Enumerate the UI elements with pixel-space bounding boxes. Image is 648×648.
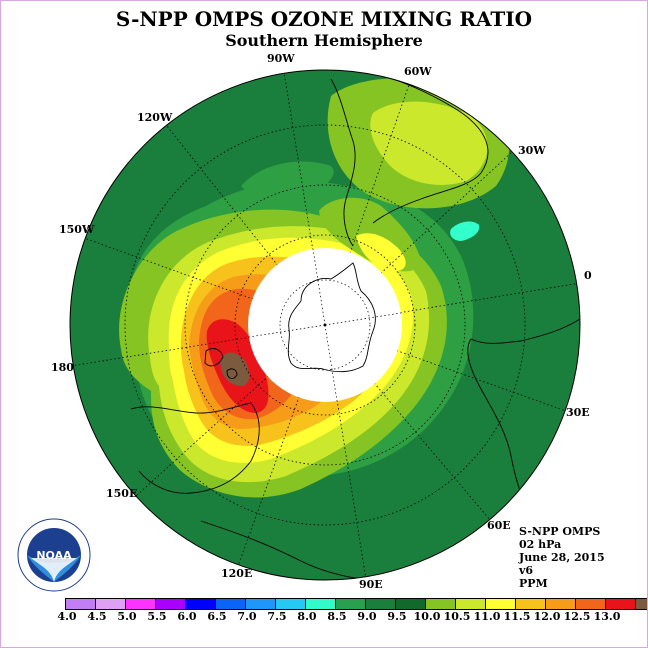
colorbar-swatch — [396, 599, 426, 609]
colorbar-swatch — [276, 599, 306, 609]
colorbar-tick-label: 7.0 — [237, 610, 257, 623]
colorbar-tick-label: 10.5 — [443, 610, 471, 623]
colorbar-swatch — [576, 599, 606, 609]
ozone-contour-13.0 — [220, 352, 250, 387]
ozone-patch-northeast-inner — [370, 101, 488, 185]
colorbar-tick-label: 4.5 — [87, 610, 107, 623]
colorbar-tick-label: 11.0 — [473, 610, 501, 623]
colorbar-tick-label: 6.5 — [207, 610, 227, 623]
africa-coast — [467, 318, 580, 517]
info-date: June 28, 2015 — [519, 551, 605, 564]
noaa-logo: NOAA — [17, 518, 91, 592]
colorbar-tick-label: 10.0 — [413, 610, 441, 623]
colorbar-swatch — [246, 599, 276, 609]
colorbar-tick-label: 5.0 — [117, 610, 137, 623]
colorbar-swatch — [336, 599, 366, 609]
colorbar-tick-label: 8.5 — [327, 610, 347, 623]
colorbar-swatch — [306, 599, 336, 609]
info-instrument: S-NPP OMPS — [519, 525, 601, 538]
colorbar-swatch — [546, 599, 576, 609]
colorbar-swatch — [126, 599, 156, 609]
colorbar-tick-label: 12.5 — [563, 610, 591, 623]
graticule-meridians — [70, 70, 580, 580]
colorbar-tick-label: 11.5 — [503, 610, 531, 623]
colorbar-swatch — [186, 599, 216, 609]
lon-label-120w: 120W — [137, 111, 173, 124]
colorbar-tick-label: 5.5 — [147, 610, 167, 623]
coastlines — [130, 72, 580, 580]
colorbar-tick-label: 9.0 — [357, 610, 377, 623]
colorbar-tick-label: 13.0 — [593, 610, 621, 623]
colorbar-swatch — [516, 599, 546, 609]
colorbar-swatch — [456, 599, 486, 609]
lon-label-150w: 150W — [59, 223, 95, 236]
australia-coast — [130, 402, 260, 494]
lon-label-60e: 60E — [487, 519, 511, 532]
colorbar-tick-label: 8.0 — [297, 610, 317, 623]
new-zealand-coast — [204, 348, 238, 379]
lon-label-0: 0 — [584, 269, 592, 282]
info-level: 02 hPa — [519, 538, 562, 551]
colorbar-tick-label: 7.5 — [267, 610, 287, 623]
colorbar-swatch — [216, 599, 246, 609]
colorbar-swatch — [486, 599, 516, 609]
figure-title: S-NPP OMPS OZONE MIXING RATIO — [115, 7, 533, 31]
polar-graticule — [248, 248, 402, 402]
colorbar-swatch — [156, 599, 186, 609]
colorbar-tick-label: 9.5 — [387, 610, 407, 623]
info-units: PPM — [519, 577, 548, 590]
indonesia-coast — [200, 520, 362, 580]
lon-label-30w: 30W — [518, 144, 546, 157]
colorbar-swatch — [606, 599, 636, 609]
logo-text: NOAA — [36, 549, 72, 562]
lon-label-150e: 150E — [106, 487, 138, 500]
colorbar-swatch — [366, 599, 396, 609]
map-boundary — [69, 69, 581, 581]
colorbar — [65, 598, 647, 610]
colorbar-tick-label: 12.0 — [533, 610, 561, 623]
info-block: S-NPP OMPS 02 hPa June 28, 2015 v6 PPM — [519, 525, 605, 590]
south-america-coast — [330, 72, 489, 247]
figure-subtitle: Southern Hemisphere — [225, 31, 423, 50]
lon-label-60w: 60W — [404, 65, 432, 78]
colorbar-swatch — [66, 599, 96, 609]
lon-label-180: 180 — [51, 361, 74, 374]
colorbar-tick-label: 4.0 — [57, 610, 77, 623]
lon-label-90w: 90W — [267, 52, 295, 65]
colorbar-swatch — [636, 599, 647, 609]
colorbar-swatch — [96, 599, 126, 609]
antarctica-coast — [287, 262, 376, 373]
lon-label-90e: 90E — [359, 578, 383, 591]
ozone-patch-cyan — [450, 221, 480, 241]
lon-label-30e: 30E — [566, 406, 590, 419]
ozone-band-north — [241, 161, 334, 198]
lon-label-120e: 120E — [221, 567, 253, 580]
south-pole-dot — [323, 323, 327, 327]
colorbar-swatch — [426, 599, 456, 609]
colorbar-tick-label: 6.0 — [177, 610, 197, 623]
info-version: v6 — [519, 564, 534, 577]
